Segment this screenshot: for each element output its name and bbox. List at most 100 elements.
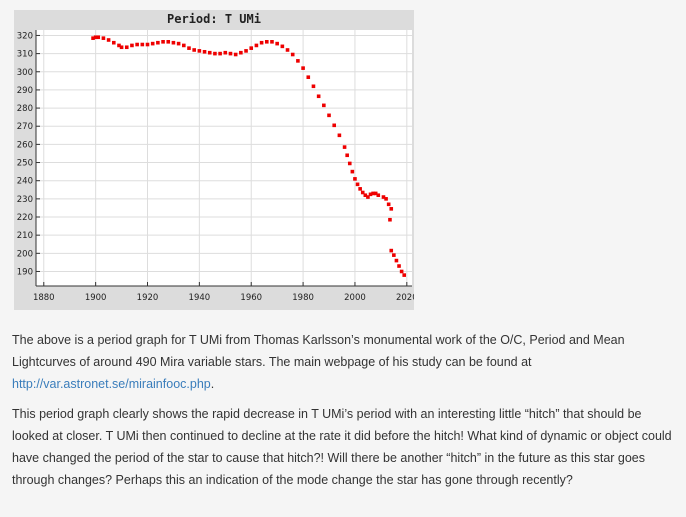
data-point <box>106 38 111 42</box>
x-tick-label: 1900 <box>85 293 107 303</box>
y-tick-label: 230 <box>17 195 33 205</box>
x-tick-label: 2020 <box>396 293 414 303</box>
data-point <box>117 43 121 48</box>
data-point <box>384 197 388 201</box>
x-tick-label: 2000 <box>344 293 366 303</box>
data-point <box>381 195 386 199</box>
data-point <box>156 40 160 45</box>
y-tick-label: 310 <box>17 50 33 60</box>
paragraph-1-text: The above is a period graph for T UMi fr… <box>12 333 625 369</box>
data-point <box>322 103 326 108</box>
data-point <box>388 217 392 222</box>
y-tick-label: 320 <box>17 31 33 41</box>
data-point <box>402 273 407 277</box>
y-tick-label: 260 <box>17 140 33 150</box>
data-point <box>213 51 217 56</box>
data-point <box>150 41 155 46</box>
mira-info-link[interactable]: http://var.astronet.se/mirainfooc.php <box>12 377 211 391</box>
y-tick-label: 300 <box>17 68 33 78</box>
article-paragraph-2: This period graph clearly shows the rapi… <box>12 407 672 487</box>
y-tick-label: 190 <box>17 267 33 277</box>
data-point <box>101 36 106 40</box>
data-point <box>176 41 181 46</box>
data-point <box>360 190 365 195</box>
data-point <box>296 59 300 63</box>
x-tick-label: 1920 <box>137 293 159 303</box>
y-tick-label: 200 <box>17 249 33 259</box>
data-point <box>166 40 171 44</box>
data-point <box>386 202 391 207</box>
data-point <box>233 52 238 57</box>
y-tick-label: 290 <box>17 86 33 96</box>
data-point <box>111 40 116 45</box>
data-point <box>373 191 378 196</box>
data-point <box>130 43 134 48</box>
data-point <box>285 48 290 52</box>
data-point <box>342 145 347 149</box>
chart-title: Period: T UMi <box>167 12 261 26</box>
data-point <box>347 161 352 166</box>
plot-area <box>36 30 412 286</box>
paragraph-1-end: . <box>210 377 215 391</box>
data-point <box>368 192 373 197</box>
data-point <box>259 40 264 45</box>
data-point <box>135 42 139 47</box>
data-point <box>254 43 259 48</box>
data-point <box>182 43 186 48</box>
data-point <box>218 51 222 56</box>
y-tick-label: 210 <box>17 231 33 241</box>
data-point <box>93 35 98 40</box>
data-point <box>366 195 370 199</box>
data-point <box>119 45 124 50</box>
data-point <box>280 44 285 49</box>
data-point <box>161 40 165 44</box>
data-point <box>389 207 394 211</box>
data-point <box>350 169 355 174</box>
y-tick-label: 280 <box>17 104 33 114</box>
x-tick-label: 1880 <box>33 293 55 303</box>
data-point <box>270 40 274 44</box>
data-point <box>275 41 279 46</box>
period-chart-svg: Period: T UMi 190 200 210 220 230 240 250 260 270… <box>14 10 414 310</box>
data-point <box>306 75 311 80</box>
data-point <box>358 187 362 191</box>
x-tick-label: 1960 <box>240 293 262 303</box>
data-point <box>353 177 357 181</box>
data-point <box>187 46 191 50</box>
data-point <box>197 49 202 53</box>
data-point <box>337 133 342 138</box>
data-point <box>316 94 321 99</box>
data-point <box>207 50 212 55</box>
data-point <box>327 113 331 118</box>
data-point <box>145 42 150 47</box>
data-point <box>376 193 381 198</box>
data-point <box>389 248 394 253</box>
data-point <box>192 48 196 52</box>
data-point <box>171 40 176 45</box>
data-point <box>392 253 396 257</box>
data-point <box>363 193 368 198</box>
y-tick-label: 270 <box>17 122 33 132</box>
y-tick-label: 250 <box>17 159 33 169</box>
y-tick-label: 220 <box>17 213 33 223</box>
data-point <box>239 50 243 55</box>
data-point <box>140 42 145 47</box>
data-point <box>397 264 401 268</box>
data-point <box>223 50 228 55</box>
data-point <box>355 182 360 187</box>
data-point <box>124 45 129 50</box>
data-point <box>371 191 375 196</box>
x-tick-label: 1940 <box>189 293 211 303</box>
data-point <box>91 36 95 40</box>
data-point <box>394 258 399 263</box>
data-point <box>244 49 248 53</box>
article-paragraph-1: The above is a period graph for T UMi fr… <box>12 329 672 395</box>
data-point <box>290 52 295 57</box>
data-point <box>332 123 337 128</box>
period-chart: Period: T UMi 190 200 210 220 230 240 250 260 270… <box>14 10 414 310</box>
data-point <box>301 66 305 70</box>
data-point <box>399 269 404 274</box>
data-point <box>311 84 316 89</box>
x-tick-label: 1980 <box>292 293 314 303</box>
data-point <box>202 49 207 54</box>
